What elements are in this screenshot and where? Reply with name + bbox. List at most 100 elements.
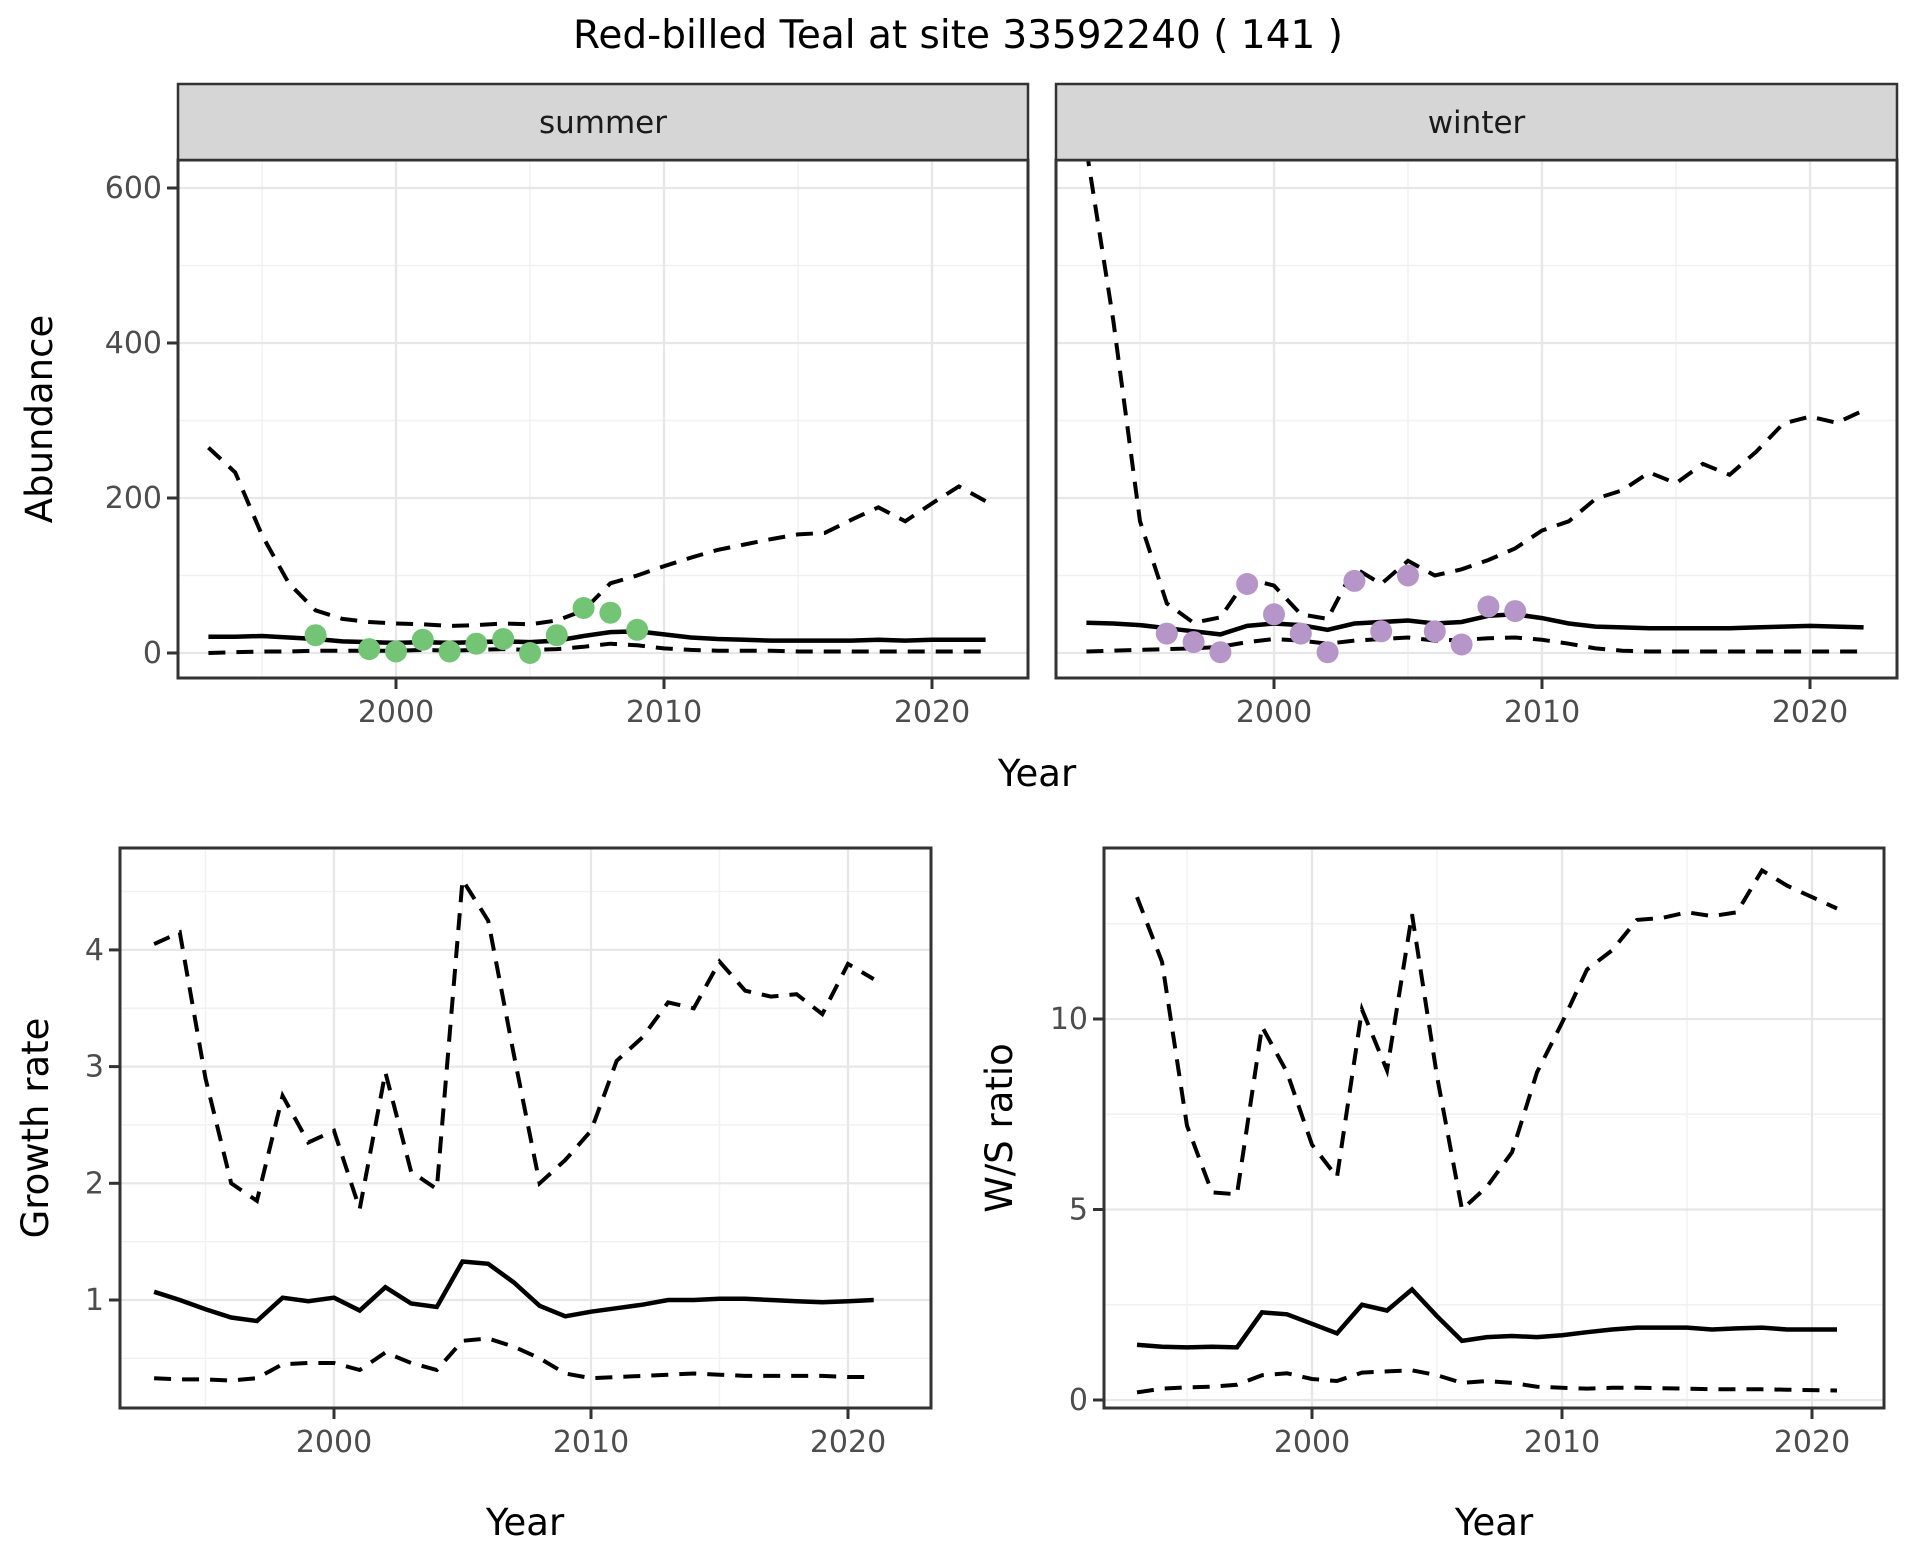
series-median [1086,612,1864,637]
axis-ticks: 2000 2010 2020 0 200 400 600 [105,171,970,730]
series-median [208,629,986,646]
panel-growth-rate: 2000 2010 2020 1 2 3 4 [85,846,933,1460]
series-upper-95-ci [207,446,987,628]
series-layer [1135,867,1838,1395]
data-point [1504,600,1527,623]
series-median [153,1259,874,1324]
axis-tick-label: 2010 [1504,695,1580,730]
panel-background [178,160,1028,678]
data-point [1316,641,1339,664]
data-point [599,601,622,624]
axis-tick-label: 2020 [894,695,970,730]
data-point [1182,631,1205,654]
axis-tick-label: 10 [1050,1002,1088,1037]
axis-tick-label: 2020 [810,1425,886,1460]
data-point [411,628,434,651]
data-point [545,624,568,647]
series-layer [207,446,987,664]
data-point [1423,620,1446,643]
data-point [572,597,595,619]
data-point [465,632,488,655]
series-lower-95-ci [208,641,986,655]
gridlines-major [1056,160,1897,678]
panel-abundance-winter: winter 2000 2010 2020 [1054,82,1899,730]
axis-tick-label: 2000 [1236,695,1312,730]
axis-tick-label: 600 [105,171,162,206]
series-lower-95-ci [1136,1368,1838,1395]
x-axis-title-year-growth: Year [485,1501,565,1544]
facet-strip-winter [1054,82,1899,162]
axis-tick-label: 5 [1069,1193,1088,1228]
series-upper-95-ci [1135,867,1838,1214]
axis-tick-label: 3 [85,1050,104,1085]
x-axis-title-year-ws: Year [1454,1501,1534,1544]
gridlines-minor [178,160,1028,678]
facet-strip-summer [176,82,1030,162]
panel-background [1104,848,1884,1408]
axis-tick-label: 400 [105,326,162,361]
axis-tick-label: 2010 [1524,1425,1600,1460]
facet-strip-label: winter [1428,105,1526,141]
series-upper-95-ci [1086,160,1865,625]
axis-labels-layer: Abundance Year Growth rate W/S ratio Yea… [14,315,1534,1544]
y-axis-title-growth-rate: Growth rate [14,1018,57,1239]
gridlines-minor [120,848,931,1408]
data-point [438,640,461,663]
y-axis-title-ws-ratio: W/S ratio [978,1043,1021,1213]
axis-tick-label: 200 [105,481,162,516]
gridlines-major [1104,848,1884,1408]
data-point [519,642,541,664]
series-layer [153,873,875,1383]
axis-tick-label: 2020 [1774,1425,1850,1460]
data-point [304,624,327,647]
chart-title: Red-billed Teal at site 33592240 ( 141 ) [573,13,1343,58]
axis-ticks: 2000 2010 2020 1 2 3 4 [85,933,886,1460]
data-point [1289,622,1312,645]
panel-background [120,848,931,1408]
axis-ticks: 2000 2010 2020 0 5 10 [1050,1002,1850,1460]
axis-tick-label: 2000 [1274,1425,1350,1460]
series-upper-95-ci [153,873,875,1210]
data-point [1343,569,1366,592]
y-axis-title-abundance: Abundance [18,315,61,523]
data-point [1370,620,1393,643]
axis-tick-label: 2000 [358,695,434,730]
panel-abundance-summer: summer 2000 2010 2020 0 200 400 600 [105,82,1030,730]
data-point [626,618,649,641]
axis-tick-label: 4 [85,933,104,968]
axis-tick-label: 0 [1069,1383,1088,1418]
data-point [1450,633,1473,656]
observed-points [1155,564,1527,664]
facet-strip-label: summer [539,105,667,141]
panel-background [1056,160,1897,678]
data-point [1236,573,1259,595]
observed-points [304,597,649,664]
panel-border [118,846,933,1410]
panel-border [1102,846,1886,1410]
data-point [385,640,407,663]
axis-tick-label: 2020 [1772,695,1848,730]
series-layer [1086,160,1865,664]
series-lower-95-ci [154,1336,874,1383]
data-point [1477,595,1500,618]
axis-tick-label: 0 [143,636,162,671]
axis-ticks: 2000 2010 2020 [1236,678,1848,730]
series-lower-95-ci [1086,635,1864,654]
data-point [1263,603,1285,626]
axis-tick-label: 1 [85,1283,104,1318]
data-point [1397,564,1419,587]
data-point [1155,622,1178,645]
gridlines-minor [1056,160,1897,678]
x-axis-title-year-top: Year [997,752,1077,795]
axis-tick-label: 2010 [626,695,702,730]
panel-ws-ratio: 2000 2010 2020 0 5 10 [1050,846,1886,1460]
axis-tick-label: 2000 [296,1425,372,1460]
axis-tick-label: 2010 [553,1425,629,1460]
data-point [1209,641,1232,664]
data-point [492,628,515,650]
data-point [358,638,381,661]
series-median [1136,1286,1837,1350]
